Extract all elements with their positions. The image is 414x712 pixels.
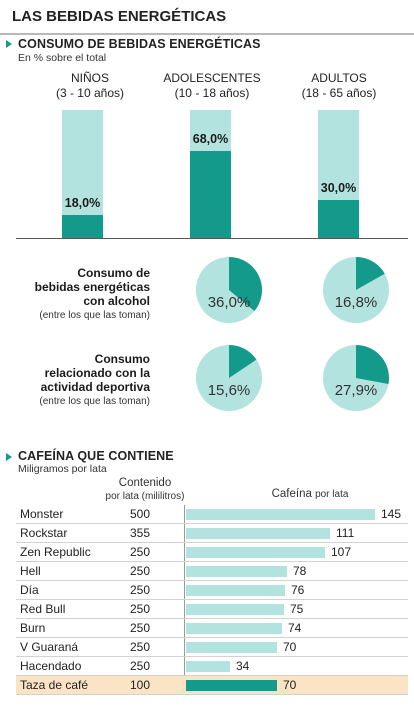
row-separator	[16, 618, 408, 619]
brand-name: Monster	[20, 507, 64, 521]
group-range: (18 - 65 años)	[301, 86, 377, 100]
caffeine-value-label: 74	[288, 621, 302, 635]
brand-name: Hell	[20, 564, 41, 578]
content-column-header: Contenido por lata (mililitros)	[95, 477, 195, 503]
brand-name: Red Bull	[20, 602, 66, 616]
pie-value-label: 16,8%	[335, 294, 378, 311]
caffeine-bar	[186, 642, 277, 653]
bar	[318, 200, 359, 238]
content-ml: 250	[129, 602, 151, 616]
group-header-ninos: NIÑOS (3 - 10 años)	[25, 71, 155, 101]
content-ml: 250	[129, 564, 151, 578]
pie-row2-question-text: Consumo relacionado con la actividad depor…	[40, 352, 150, 394]
content-ml: 355	[129, 526, 151, 540]
content-ml: 250	[129, 621, 151, 635]
caffeine-value-label: 70	[283, 640, 297, 654]
caffeine-bar	[186, 661, 230, 672]
group-header-adolescentes: ADOLESCENTES (10 - 18 años)	[147, 71, 277, 101]
bar	[190, 151, 231, 238]
pie-value-label: 36,0%	[208, 294, 251, 311]
section-marker-icon	[6, 40, 12, 48]
caffeine-header-unit: por lata	[315, 489, 349, 500]
group-range: (3 - 10 años)	[55, 86, 125, 100]
brand-name: Día	[20, 583, 39, 597]
caffeine-bar	[186, 547, 325, 558]
row-separator	[16, 561, 408, 562]
row-separator	[16, 542, 408, 543]
page-title: LAS BEBIDAS ENERGÉTICAS	[12, 8, 227, 25]
group-name: NIÑOS	[70, 71, 109, 85]
content-ml: 250	[129, 583, 151, 597]
brand-name: Rockstar	[20, 526, 68, 540]
brand-name: Taza de café	[20, 678, 89, 692]
row-separator	[16, 656, 408, 657]
content-header-label: Contenido	[118, 477, 172, 489]
brand-name: Zen Republic	[20, 545, 91, 559]
brand-name: V Guaraná	[20, 640, 79, 654]
caffeine-value-label: 75	[290, 602, 304, 616]
caffeine-value-label: 76	[291, 583, 305, 597]
row-separator	[16, 599, 408, 600]
caffeine-header-label: Cafeína	[271, 488, 312, 500]
caffeine-value-label: 34	[236, 659, 250, 673]
section2-subtitle: Miligramos por lata	[18, 463, 107, 475]
pie-row2-note: (entre los que las toman)	[39, 396, 150, 407]
bar-value-label: 30,0%	[320, 181, 357, 195]
row-separator	[16, 523, 408, 524]
brand-name: Burn	[20, 621, 46, 635]
caffeine-value-label: 111	[336, 526, 355, 540]
caffeine-value-label: 107	[331, 545, 352, 559]
group-name: ADOLESCENTES	[163, 71, 261, 85]
pie-slice	[229, 257, 262, 312]
caffeine-value-label: 78	[293, 564, 307, 578]
caffeine-bar	[186, 566, 287, 577]
section-marker-icon	[6, 453, 12, 461]
group-name: ADULTOS	[311, 71, 367, 85]
caffeine-bar	[186, 509, 375, 520]
bar-value-label: 18,0%	[64, 196, 101, 210]
caffeine-bar	[186, 604, 284, 615]
caffeine-value-label: 70	[283, 678, 297, 692]
brand-name: Hacendado	[20, 659, 82, 673]
pie-charts: 36,0% 16,8% 15,6% 27,9%	[196, 257, 389, 411]
pie-value-label: 27,9%	[335, 382, 378, 399]
section1-subtitle: En % sobre el total	[18, 52, 107, 64]
row-separator	[16, 637, 408, 638]
content-ml: 250	[129, 640, 151, 654]
pie-row2-question: Consumo relacionado con la actividad depor…	[0, 352, 150, 394]
content-ml: 500	[129, 507, 151, 521]
caffeine-bar	[186, 585, 285, 596]
bar-value-label: 68,0%	[192, 132, 229, 146]
pie-slice	[356, 345, 389, 384]
caffeine-bar	[186, 680, 277, 691]
caffeine-column-header: Cafeína por lata	[245, 488, 375, 501]
caffeine-bar	[186, 528, 330, 539]
table-divider	[184, 505, 185, 695]
content-ml: 100	[129, 678, 151, 692]
bar-baseline	[16, 238, 408, 239]
row-separator	[16, 580, 408, 581]
row-separator	[16, 675, 408, 676]
content-ml: 250	[129, 659, 151, 673]
section2-title: CAFEÍNA QUE CONTIENE	[18, 449, 174, 463]
row-separator	[16, 694, 408, 695]
caffeine-bar	[186, 623, 282, 634]
section1-title: CONSUMO DE BEBIDAS ENERGÉTICAS	[18, 37, 261, 51]
content-header-unit: por lata (mililitros)	[105, 491, 185, 502]
pie-slice	[356, 257, 385, 290]
pie-slice	[229, 345, 257, 378]
pie-row1-question-text: Consumo de bebidas energéticas con alcohol	[34, 266, 150, 308]
title-divider	[0, 33, 414, 35]
pie-value-label: 15,6%	[208, 382, 251, 399]
caffeine-value-label: 145	[381, 507, 402, 521]
bar	[62, 215, 103, 238]
pie-row1-question: Consumo de bebidas energéticas con alcohol	[0, 266, 150, 308]
content-ml: 250	[129, 545, 151, 559]
pie-row1-note: (entre los que las toman)	[39, 310, 150, 321]
group-header-adultos: ADULTOS (18 - 65 años)	[274, 71, 404, 101]
group-range: (10 - 18 años)	[174, 86, 250, 100]
